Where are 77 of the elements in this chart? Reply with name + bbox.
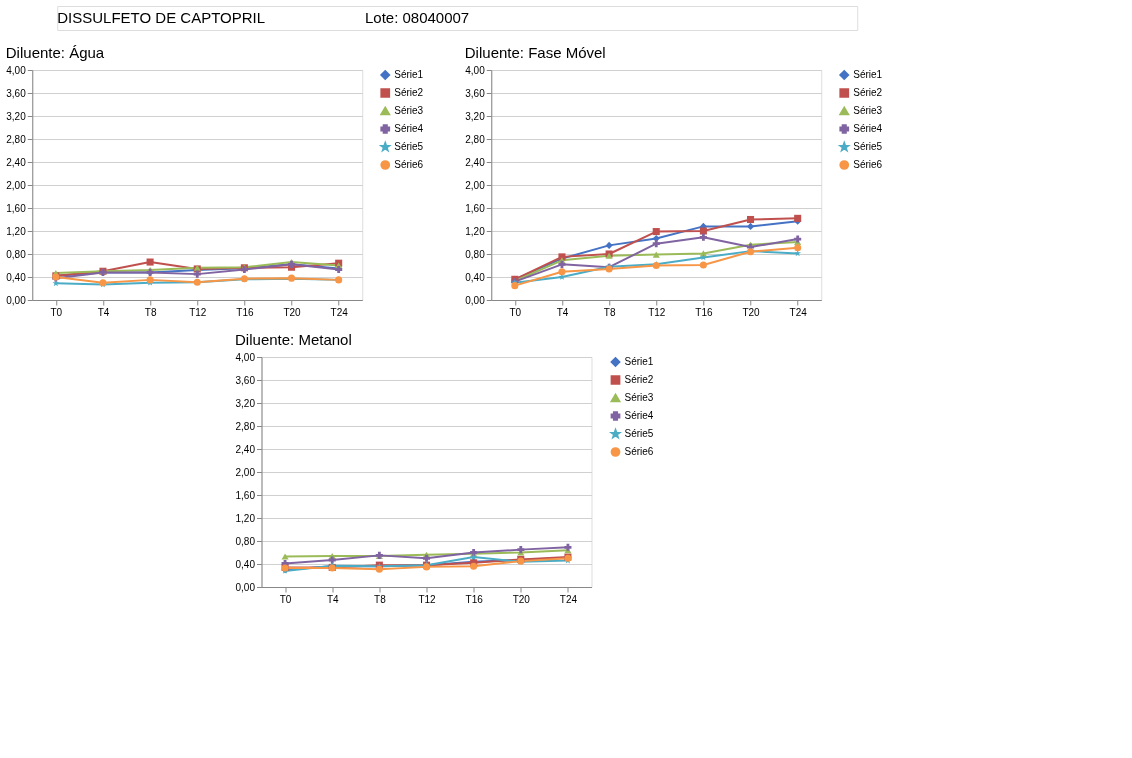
chart-title: Diluente: Água <box>5 44 105 61</box>
y-tick-label: 0,00 <box>235 581 256 593</box>
y-tick-label: 2,80 <box>6 133 27 145</box>
x-tick-label: T24 <box>789 306 808 318</box>
x-tick-label: T12 <box>418 593 437 605</box>
y-tick-label: 4,00 <box>235 351 256 363</box>
y-tick-label: 0,80 <box>6 248 27 260</box>
x-tick-label: T12 <box>189 306 207 318</box>
x-tick-label: T8 <box>374 593 387 605</box>
legend-label: Série3 <box>394 105 424 116</box>
y-tick-label: 2,00 <box>235 466 256 478</box>
y-tick-label: 3,20 <box>235 397 256 409</box>
y-tick-label: 3,60 <box>465 87 486 99</box>
legend-label: Série1 <box>394 69 424 80</box>
x-tick-label: T4 <box>97 306 110 318</box>
x-tick-label: T20 <box>512 593 531 605</box>
y-tick-label: 3,20 <box>465 110 486 122</box>
y-tick-label: 2,40 <box>465 156 486 168</box>
legend-label: Série4 <box>624 410 654 421</box>
y-tick-label: 4,00 <box>6 64 27 76</box>
legend-label: Série2 <box>394 87 424 98</box>
y-tick-label: 2,40 <box>235 443 256 455</box>
y-tick-label: 0,40 <box>465 271 486 283</box>
y-tick-label: 1,60 <box>465 202 486 214</box>
y-tick-label: 2,80 <box>465 133 486 145</box>
legend-label: Série3 <box>853 105 883 116</box>
y-tick-label: 1,20 <box>235 512 256 524</box>
legend-label: Série1 <box>853 69 883 80</box>
legend-label: Série5 <box>394 141 424 152</box>
y-tick-label: 0,00 <box>465 294 486 306</box>
y-tick-label: 0,80 <box>235 535 256 547</box>
legend-label: Série6 <box>853 159 883 170</box>
x-tick-label: T16 <box>695 306 713 318</box>
legend-label: Série1 <box>624 356 654 367</box>
legend-label: Série5 <box>853 141 883 152</box>
text: Lote: 08040007 <box>364 9 470 26</box>
x-tick-label: T4 <box>326 593 339 605</box>
y-tick-label: 2,00 <box>6 179 27 191</box>
x-tick-label: T16 <box>465 593 484 605</box>
legend-label: Série4 <box>853 123 883 134</box>
y-tick-label: 2,00 <box>465 179 486 191</box>
legend-label: Série4 <box>394 123 424 134</box>
y-tick-label: 4,00 <box>465 64 486 76</box>
x-tick-label: T8 <box>144 306 157 318</box>
legend-label: Série3 <box>624 392 654 403</box>
x-tick-label: T0 <box>50 306 63 318</box>
x-tick-label: T4 <box>556 306 569 318</box>
y-tick-label: 3,20 <box>6 110 27 122</box>
x-tick-label: T8 <box>603 306 616 318</box>
y-tick-label: 2,80 <box>235 420 256 432</box>
chart-title: Diluente: Metanol <box>235 331 352 348</box>
y-tick-label: 3,60 <box>235 374 256 386</box>
text: DISSULFETO DE CAPTOPRIL <box>57 9 266 26</box>
y-tick-label: 1,60 <box>235 489 256 501</box>
legend-label: Série6 <box>394 159 424 170</box>
y-tick-label: 0,00 <box>6 294 27 306</box>
legend-label: Série2 <box>853 87 883 98</box>
x-tick-label: T24 <box>559 593 578 605</box>
y-tick-label: 1,20 <box>6 225 27 237</box>
y-tick-label: 0,40 <box>6 271 27 283</box>
x-tick-label: T0 <box>509 306 522 318</box>
x-tick-label: T24 <box>330 306 349 318</box>
x-tick-label: T20 <box>742 306 761 318</box>
x-tick-label: T12 <box>648 306 666 318</box>
y-tick-label: 1,60 <box>6 202 27 214</box>
y-tick-label: 0,80 <box>465 248 486 260</box>
y-tick-label: 0,40 <box>235 558 256 570</box>
chart-title: Diluente: Fase Móvel <box>464 44 606 61</box>
legend-label: Série6 <box>624 446 654 457</box>
y-tick-label: 3,60 <box>6 87 27 99</box>
legend-label: Série2 <box>624 374 654 385</box>
y-tick-label: 2,40 <box>6 156 27 168</box>
x-tick-label: T0 <box>279 593 292 605</box>
x-tick-label: T20 <box>283 306 302 318</box>
x-tick-label: T16 <box>236 306 254 318</box>
legend-label: Série5 <box>624 428 654 439</box>
y-tick-label: 1,20 <box>465 225 486 237</box>
